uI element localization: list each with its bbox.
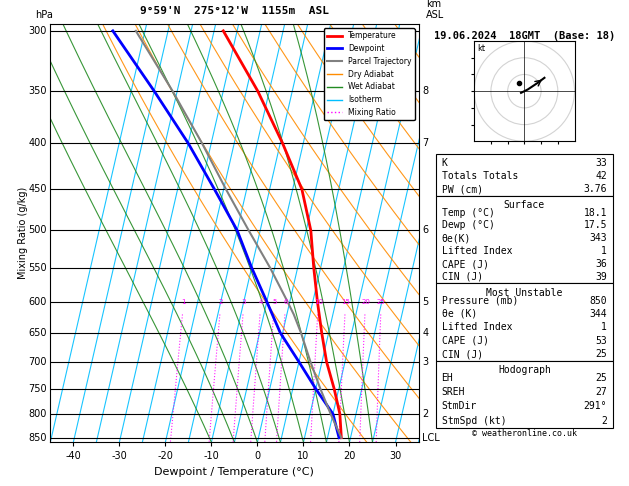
Text: 2: 2 (422, 409, 428, 419)
Text: θe(K): θe(K) (442, 233, 471, 243)
Text: Dewp (°C): Dewp (°C) (442, 221, 494, 230)
Text: Pressure (mb): Pressure (mb) (442, 295, 518, 306)
Text: 700: 700 (28, 357, 47, 367)
Text: StmDir: StmDir (442, 401, 477, 412)
Text: CIN (J): CIN (J) (442, 349, 482, 359)
Text: K: K (442, 157, 447, 168)
Text: 850: 850 (28, 433, 47, 443)
Text: 36: 36 (596, 259, 607, 269)
Text: 450: 450 (28, 184, 47, 194)
Text: Temp (°C): Temp (°C) (442, 208, 494, 218)
Text: 6: 6 (422, 226, 428, 235)
Text: Surface: Surface (504, 200, 545, 210)
Text: 5: 5 (422, 296, 428, 307)
Text: 400: 400 (28, 138, 47, 148)
Text: 8: 8 (422, 86, 428, 96)
Text: 25: 25 (596, 373, 607, 383)
Text: 550: 550 (28, 262, 47, 273)
Legend: Temperature, Dewpoint, Parcel Trajectory, Dry Adiabat, Wet Adiabat, Isotherm, Mi: Temperature, Dewpoint, Parcel Trajectory… (324, 28, 415, 120)
Text: 300: 300 (28, 26, 47, 36)
Text: 7: 7 (422, 138, 428, 148)
Text: 600: 600 (28, 296, 47, 307)
Text: θe (K): θe (K) (442, 309, 477, 319)
Text: 1: 1 (601, 246, 607, 256)
FancyBboxPatch shape (436, 154, 613, 196)
Text: Most Unstable: Most Unstable (486, 288, 562, 297)
Text: 650: 650 (28, 328, 47, 338)
Text: 15: 15 (341, 298, 350, 305)
Text: PW (cm): PW (cm) (442, 184, 482, 194)
Text: LCL: LCL (422, 433, 440, 443)
Text: 750: 750 (28, 384, 47, 394)
Text: CIN (J): CIN (J) (442, 272, 482, 282)
Text: 33: 33 (596, 157, 607, 168)
Text: 25: 25 (377, 298, 386, 305)
Text: 27: 27 (596, 387, 607, 398)
Text: 2: 2 (219, 298, 223, 305)
Text: 3: 3 (422, 357, 428, 367)
Text: Lifted Index: Lifted Index (442, 246, 512, 256)
Text: 343: 343 (589, 233, 607, 243)
Text: SREH: SREH (442, 387, 465, 398)
Text: Hodograph: Hodograph (498, 365, 551, 375)
Text: EH: EH (442, 373, 454, 383)
Text: 18.1: 18.1 (584, 208, 607, 218)
Text: 344: 344 (589, 309, 607, 319)
Text: 3: 3 (242, 298, 247, 305)
Text: 850: 850 (589, 295, 607, 306)
FancyBboxPatch shape (436, 283, 613, 361)
FancyBboxPatch shape (436, 361, 613, 428)
Text: CAPE (J): CAPE (J) (442, 336, 489, 346)
Text: 25: 25 (596, 349, 607, 359)
Text: 2: 2 (601, 416, 607, 426)
Text: 1: 1 (601, 322, 607, 332)
Text: 800: 800 (28, 409, 47, 419)
Text: km
ASL: km ASL (426, 0, 444, 20)
Text: 17.5: 17.5 (584, 221, 607, 230)
Text: StmSpd (kt): StmSpd (kt) (442, 416, 506, 426)
Text: © weatheronline.co.uk: © weatheronline.co.uk (472, 429, 577, 438)
Text: Lifted Index: Lifted Index (442, 322, 512, 332)
Text: 10: 10 (314, 298, 323, 305)
Text: 350: 350 (28, 86, 47, 96)
Text: 19.06.2024  18GMT  (Base: 18): 19.06.2024 18GMT (Base: 18) (434, 31, 615, 40)
Text: 20: 20 (361, 298, 370, 305)
FancyBboxPatch shape (436, 196, 613, 283)
Text: 6: 6 (284, 298, 288, 305)
Text: Totals Totals: Totals Totals (442, 171, 518, 181)
X-axis label: Dewpoint / Temperature (°C): Dewpoint / Temperature (°C) (155, 467, 314, 477)
Text: 1: 1 (181, 298, 186, 305)
Text: 9°59'N  275°12'W  1155m  ASL: 9°59'N 275°12'W 1155m ASL (140, 6, 329, 16)
Text: Mixing Ratio (g/kg): Mixing Ratio (g/kg) (18, 187, 28, 279)
Text: 291°: 291° (584, 401, 607, 412)
Text: 3.76: 3.76 (584, 184, 607, 194)
Text: 5: 5 (272, 298, 277, 305)
Text: 42: 42 (596, 171, 607, 181)
Text: CAPE (J): CAPE (J) (442, 259, 489, 269)
Text: hPa: hPa (36, 10, 53, 20)
Text: 53: 53 (596, 336, 607, 346)
Text: 4: 4 (259, 298, 263, 305)
Text: kt: kt (477, 44, 486, 53)
Text: 500: 500 (28, 226, 47, 235)
Text: 39: 39 (596, 272, 607, 282)
Text: 4: 4 (422, 328, 428, 338)
